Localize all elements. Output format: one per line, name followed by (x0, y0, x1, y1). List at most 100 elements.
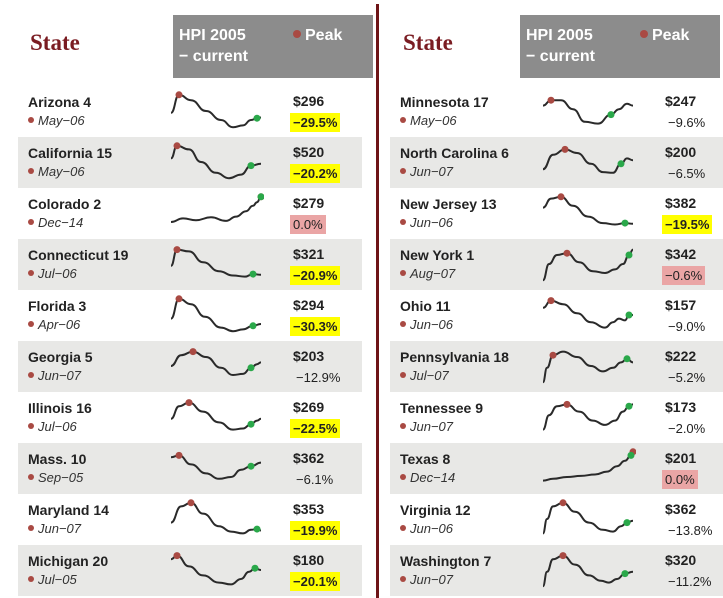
table-row: Georgia 5 Jun−07 $203 −12.9% (18, 341, 362, 392)
table-row: New York 1 Aug−07 $342 −0.6% (390, 239, 723, 290)
current-price: $200 (665, 144, 697, 160)
current-price: $279 (293, 195, 325, 211)
table-row: Ohio 11 Jun−06 $157 −9.0% (390, 290, 723, 341)
peak-marker (175, 91, 183, 99)
peak-marker (563, 249, 571, 257)
peak-dot-icon (400, 321, 406, 327)
hpi-sparkline (170, 399, 262, 431)
state-name: Connecticut 19 (28, 247, 129, 263)
peak-legend: Peak (293, 25, 342, 46)
state-name: Florida 3 (28, 298, 87, 314)
state-column-heading: State (30, 30, 80, 55)
hpi-column-heading: HPI 2005 − current (526, 25, 636, 67)
peak-date-text: Dec−14 (38, 215, 84, 230)
table-row: Virginia 12 Jun−06 $362 −13.8% (390, 494, 723, 545)
percent-change: −20.1% (290, 572, 341, 591)
hpi-trend-line (170, 401, 262, 431)
table-row: Illinois 16 Jul−06 $269 −22.5% (18, 392, 362, 443)
percent-change: −6.1% (296, 472, 334, 487)
peak-date: Jul−05 (28, 572, 77, 587)
current-marker (623, 519, 631, 527)
percent-change: −12.9% (296, 370, 341, 385)
current-marker (251, 564, 259, 572)
peak-dot-icon (400, 372, 406, 378)
hpi-sparkline (542, 248, 634, 282)
current-price: $180 (293, 552, 325, 568)
peak-date-text: Jun−06 (410, 215, 454, 230)
hpi-sparkline (170, 295, 262, 333)
peak-date: Sep−05 (28, 470, 83, 485)
peak-marker (173, 246, 181, 254)
hpi-trend-line (542, 248, 634, 282)
hpi-trend-line (170, 248, 262, 278)
peak-date-text: Dec−14 (410, 470, 456, 485)
current-marker (621, 219, 629, 227)
peak-date: Jul−07 (400, 368, 449, 383)
peak-marker (547, 96, 555, 104)
peak-date: Jul−06 (28, 266, 77, 281)
peak-date-text: Jul−05 (38, 572, 77, 587)
percent-change: −11.2% (668, 574, 712, 589)
hpi-trend-line (542, 299, 633, 329)
state-name: Washington 7 (400, 553, 492, 569)
peak-date: Jun−07 (28, 368, 81, 383)
current-price: $157 (665, 297, 697, 313)
peak-date-text: Jun−06 (410, 521, 454, 536)
peak-legend-label: Peak (652, 27, 690, 44)
table-row: Arizona 4 May−06 $296 −29.5% (18, 86, 362, 137)
state-name: Pennsylvania 18 (400, 349, 509, 365)
current-price: $222 (665, 348, 697, 364)
peak-marker (559, 552, 567, 560)
percent-change: −20.2% (290, 164, 341, 183)
peak-date-text: Jun−07 (38, 521, 82, 536)
table-row: North Carolina 6 Jun−07 $200 −6.5% (390, 137, 723, 188)
peak-date-text: Apr−06 (38, 317, 81, 332)
peak-marker (557, 193, 565, 201)
peak-date: Jul−06 (28, 419, 77, 434)
hpi-trend-line (542, 195, 634, 226)
current-price: $247 (665, 93, 697, 109)
percent-change: −0.6% (662, 266, 706, 285)
left-panel: State HPI 2005 − current Peak Arizona 4 M… (18, 0, 373, 598)
peak-marker (559, 499, 567, 507)
percent-change: 0.0% (662, 470, 698, 489)
hpi-sparkline (170, 348, 262, 377)
current-marker (625, 251, 633, 259)
table-row: Washington 7 Jun−07 $320 −11.2% (390, 545, 723, 596)
current-marker (253, 114, 261, 122)
percent-change: −6.5% (668, 166, 706, 181)
table-row: California 15 May−06 $520 −20.2% (18, 137, 362, 188)
current-price: $296 (293, 93, 325, 109)
peak-date: Jun−07 (400, 164, 453, 179)
current-marker (249, 270, 257, 278)
hpi-sparkline (170, 193, 264, 223)
peak-date-text: Aug−07 (410, 266, 456, 281)
current-price: $269 (293, 399, 325, 415)
peak-date: Jun−07 (28, 521, 81, 536)
hpi-trend-line (542, 99, 634, 125)
state-name: Georgia 5 (28, 349, 93, 365)
table-row: New Jersey 13 Jun−06 $382 −19.5% (390, 188, 723, 239)
peak-date-text: Jun−07 (410, 164, 454, 179)
current-marker (247, 364, 255, 372)
peak-dot-icon (400, 474, 406, 480)
table-row: Colorado 2 Dec−14 $279 0.0% (18, 188, 362, 239)
peak-dot-icon (28, 117, 34, 123)
peak-date-text: Jun−07 (410, 572, 454, 587)
peak-marker (185, 399, 193, 407)
hpi-trend-line (170, 454, 262, 480)
hpi-trend-line (542, 403, 634, 431)
peak-date: Aug−07 (400, 266, 455, 281)
state-name: California 15 (28, 145, 113, 161)
peak-date: May−06 (28, 164, 85, 179)
current-price: $294 (293, 297, 325, 313)
table-row: Mass. 10 Sep−05 $362 −6.1% (18, 443, 362, 494)
hpi-sparkline (542, 145, 634, 174)
current-marker (621, 570, 629, 578)
hpi-trend-line (170, 297, 262, 333)
current-marker (623, 355, 631, 363)
table-row: Florida 3 Apr−06 $294 −30.3% (18, 290, 362, 341)
current-price: $203 (293, 348, 325, 364)
peak-marker (563, 400, 571, 408)
hpi-heading-line2: − current (526, 48, 595, 65)
